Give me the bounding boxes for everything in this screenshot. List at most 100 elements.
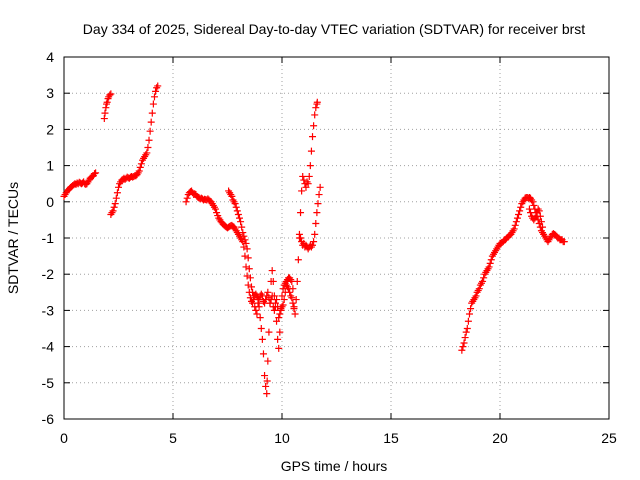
data-point-marker [183, 194, 191, 202]
data-point-marker [310, 238, 318, 246]
data-point-marker [115, 183, 122, 191]
data-point-marker [461, 334, 469, 342]
data-point-marker [239, 229, 247, 237]
data-point-marker [136, 163, 144, 171]
data-point-marker [252, 306, 260, 314]
data-point-marker [152, 87, 160, 95]
data-point-marker [268, 292, 276, 300]
data-point-marker [472, 292, 480, 300]
x-axis-title: GPS time / hours [281, 458, 388, 474]
data-point-marker [275, 344, 283, 352]
data-point-marker [113, 189, 121, 197]
data-point-marker [485, 263, 493, 271]
data-point-marker [103, 98, 111, 106]
y-tick-label: -3 [42, 302, 55, 318]
data-point-marker [305, 172, 313, 180]
data-point-marker [275, 314, 283, 322]
data-point-marker [263, 377, 271, 385]
data-point-marker [268, 267, 276, 275]
data-point-marker [149, 100, 157, 108]
data-point-marker [464, 317, 472, 325]
data-point-marker [307, 147, 315, 155]
data-point-marker [511, 221, 519, 229]
data-point-marker [265, 328, 273, 336]
data-point-marker [263, 390, 271, 398]
data-point-marker [513, 214, 521, 222]
data-point-marker [311, 111, 319, 119]
data-point-marker [256, 314, 264, 322]
data-point-marker [312, 220, 320, 228]
data-point-marker [297, 234, 305, 242]
y-tick-label: -1 [42, 230, 55, 246]
data-point-marker [212, 205, 220, 213]
data-point-marker [135, 167, 143, 175]
data-point-marker [244, 254, 252, 262]
data-point-marker [299, 172, 307, 180]
data-point-marker [228, 192, 236, 200]
data-point-marker [276, 328, 284, 336]
data-point-marker [536, 212, 544, 220]
data-point-marker [244, 281, 252, 289]
data-point-marker [313, 209, 321, 217]
data-point-marker [243, 245, 251, 253]
data-point-marker [300, 176, 308, 184]
data-point-marker [262, 382, 270, 390]
data-point-marker [517, 203, 525, 211]
data-point-marker [253, 310, 261, 318]
data-point-marker [530, 201, 538, 209]
data-point-marker [92, 169, 100, 177]
data-points [60, 82, 568, 398]
data-point-marker [510, 225, 518, 233]
data-point-marker [148, 109, 156, 117]
data-point-marker [255, 303, 263, 311]
data-point-marker [311, 230, 319, 238]
data-point-marker [106, 91, 114, 99]
data-point-marker [261, 372, 269, 380]
x-tick-label: 25 [601, 430, 617, 446]
data-point-marker [288, 294, 296, 302]
data-point-marker [512, 218, 520, 226]
data-point-marker [291, 310, 299, 318]
data-point-marker [529, 198, 537, 206]
data-point-marker [91, 170, 99, 178]
data-point-marker [264, 357, 272, 365]
x-tick-label: 20 [492, 430, 508, 446]
data-point-marker [292, 296, 300, 304]
data-point-marker [144, 144, 152, 151]
data-point-marker [537, 218, 545, 226]
data-point-marker [467, 305, 475, 313]
data-point-marker [271, 299, 279, 307]
tick-labels: 0 5 10 15 20 25 -6 -5 -4 -3 -2 -1 0 1 2 3 4 [42, 49, 617, 446]
y-tick-label: -6 [42, 411, 55, 427]
data-point-marker [480, 274, 488, 282]
data-point-marker [232, 203, 240, 211]
data-point-marker [264, 288, 272, 296]
data-point-marker [231, 200, 239, 208]
data-point-marker [539, 223, 547, 231]
data-point-marker [238, 223, 246, 231]
data-point-marker [146, 127, 154, 135]
data-point-marker [459, 343, 467, 351]
data-point-marker [273, 296, 281, 304]
data-point-marker [240, 232, 248, 240]
data-point-marker [110, 203, 118, 211]
y-tick-label: 0 [46, 194, 54, 210]
data-point-marker [315, 191, 323, 199]
x-tick-label: 5 [169, 430, 177, 446]
data-point-marker [145, 136, 153, 144]
data-point-marker [475, 285, 483, 293]
data-point-marker [241, 252, 249, 260]
data-point-marker [310, 122, 318, 130]
data-point-marker [154, 82, 162, 90]
axis-ticks [63, 56, 610, 420]
data-point-marker [465, 310, 473, 318]
data-point-marker [278, 303, 286, 311]
data-point-marker [255, 296, 263, 304]
data-point-marker [487, 256, 495, 264]
data-point-marker [246, 274, 254, 282]
data-point-marker [153, 84, 161, 92]
data-point-marker [276, 310, 284, 318]
data-point-marker [234, 210, 242, 218]
data-point-marker [314, 200, 322, 208]
